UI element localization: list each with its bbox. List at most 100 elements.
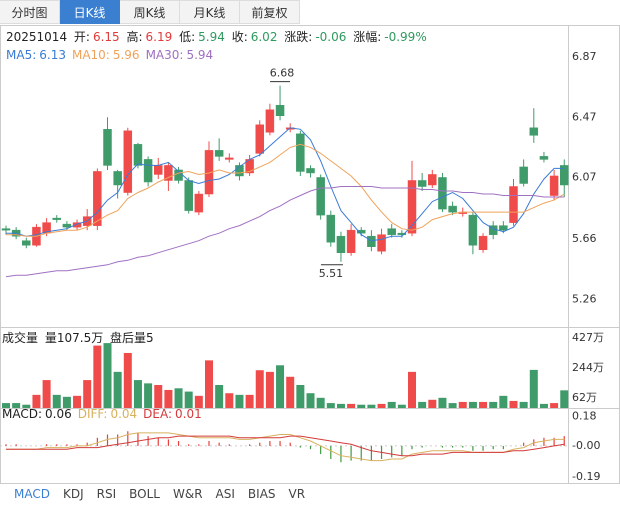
- candle-body: [22, 240, 31, 246]
- indicator-tab[interactable]: KDJ: [62, 487, 84, 501]
- candle-body: [448, 205, 457, 213]
- y-tick-label: 0.18: [572, 410, 597, 423]
- candle-body: [367, 235, 376, 247]
- volume-bar: [479, 401, 488, 408]
- ma-line: [6, 127, 565, 242]
- volume-bar: [468, 401, 477, 408]
- volume-bar: [113, 371, 122, 408]
- candle-body: [255, 124, 264, 154]
- legend-value: 0.01: [175, 407, 202, 421]
- indicator-tab[interactable]: BIAS: [247, 487, 276, 501]
- volume-text: 量107.5万: [44, 331, 104, 345]
- candle-body: [306, 168, 315, 174]
- volume-bar: [367, 404, 376, 408]
- volume-bar: [458, 401, 467, 408]
- y-tick-label: 6.07: [572, 170, 597, 183]
- min-label: 5.51: [319, 267, 344, 280]
- candle-body: [326, 214, 336, 243]
- candle-body: [154, 165, 163, 175]
- volume-bar: [174, 388, 183, 408]
- volume-bar: [397, 404, 406, 408]
- indicator-tab[interactable]: W&R: [172, 487, 203, 501]
- candle-body: [407, 180, 417, 234]
- candle-body: [509, 186, 518, 223]
- y-tick-label: 62万: [572, 391, 597, 404]
- candle-body: [529, 127, 539, 136]
- period-tab[interactable]: 前复权: [240, 0, 300, 24]
- volume-bar: [418, 401, 427, 408]
- candle-body: [316, 177, 325, 216]
- period-tab[interactable]: 月K线: [180, 0, 240, 24]
- candle-body: [549, 175, 559, 196]
- date: 20251014: [6, 30, 68, 44]
- indicator-tab[interactable]: RSI: [96, 487, 117, 501]
- y-tick-label: 427万: [572, 331, 604, 344]
- y-tick-label: 6.87: [572, 50, 597, 63]
- volume-bar: [438, 397, 447, 408]
- volume-bar: [73, 395, 82, 408]
- info-row: 20251014 开: 6.15 高: 6.19 低: 5.94 收: 6.02 涨跌:…: [6, 28, 430, 45]
- change-value: -0.06: [315, 30, 347, 44]
- volume-bar: [205, 360, 213, 408]
- candle-body: [1, 228, 11, 231]
- volume-bar: [154, 385, 163, 408]
- indicator-tab[interactable]: ASI: [215, 487, 235, 501]
- candle-body: [387, 228, 396, 235]
- candle-body: [194, 193, 204, 213]
- candle-body: [184, 180, 193, 211]
- candle-body: [499, 225, 508, 231]
- candle-body: [93, 171, 102, 226]
- volume-bar: [529, 369, 538, 408]
- volume-bar: [519, 401, 528, 408]
- legend-value: 0.04: [110, 407, 138, 421]
- volume-bar: [326, 403, 335, 408]
- volume-bar: [164, 389, 173, 408]
- legend-label: MACD:: [2, 407, 43, 421]
- indicator-tab[interactable]: BOLL: [129, 487, 160, 501]
- volume-bar: [387, 401, 396, 408]
- volume-bar: [93, 345, 102, 408]
- volume-bar: [286, 376, 295, 408]
- info-label: 高:: [126, 30, 143, 44]
- volume-bar: [509, 400, 518, 408]
- legend-label: DIFF:: [77, 407, 108, 421]
- macd-line: [6, 435, 565, 457]
- volume-bar: [357, 404, 366, 408]
- volume-bar: [144, 383, 153, 408]
- volume-bar: [133, 380, 142, 408]
- candle-body: [214, 150, 224, 157]
- indicator-tab[interactable]: VR: [288, 487, 306, 501]
- low-value: 5.94: [198, 30, 225, 44]
- max-label: 6.68: [270, 67, 295, 80]
- ma-line: [5, 186, 565, 278]
- volume-bar: [408, 371, 416, 408]
- volume-bar: [62, 396, 71, 408]
- candle-body: [103, 129, 112, 166]
- period-tab[interactable]: 周K线: [120, 0, 180, 24]
- candle-body: [560, 165, 569, 186]
- volume-bar: [215, 385, 224, 408]
- macd-legend: MACD: 0.06 DIFF: 0.04 DEA: 0.01: [2, 407, 208, 421]
- volume-title: 成交量: [2, 331, 39, 345]
- volume-bar: [123, 352, 132, 408]
- candle-body: [225, 157, 234, 160]
- candle-body: [296, 133, 305, 172]
- y-tick-label: 5.66: [572, 232, 597, 245]
- candle-body: [143, 159, 153, 183]
- volume-bar: [22, 404, 31, 408]
- open-value: 6.15: [92, 30, 120, 44]
- volume-bar: [347, 403, 356, 408]
- legend-label: MA5:: [6, 48, 37, 62]
- period-tab[interactable]: 分时图: [0, 0, 60, 24]
- volume-bar: [276, 365, 285, 408]
- period-tab[interactable]: 日K线: [60, 0, 120, 24]
- close-value: 6.02: [250, 30, 278, 44]
- indicator-tab[interactable]: MACD: [14, 487, 50, 501]
- info-label: 涨跌:: [284, 30, 313, 44]
- candle-body: [133, 144, 143, 166]
- candle-body: [164, 165, 173, 181]
- volume-bar: [245, 394, 254, 408]
- candle-body: [336, 235, 346, 253]
